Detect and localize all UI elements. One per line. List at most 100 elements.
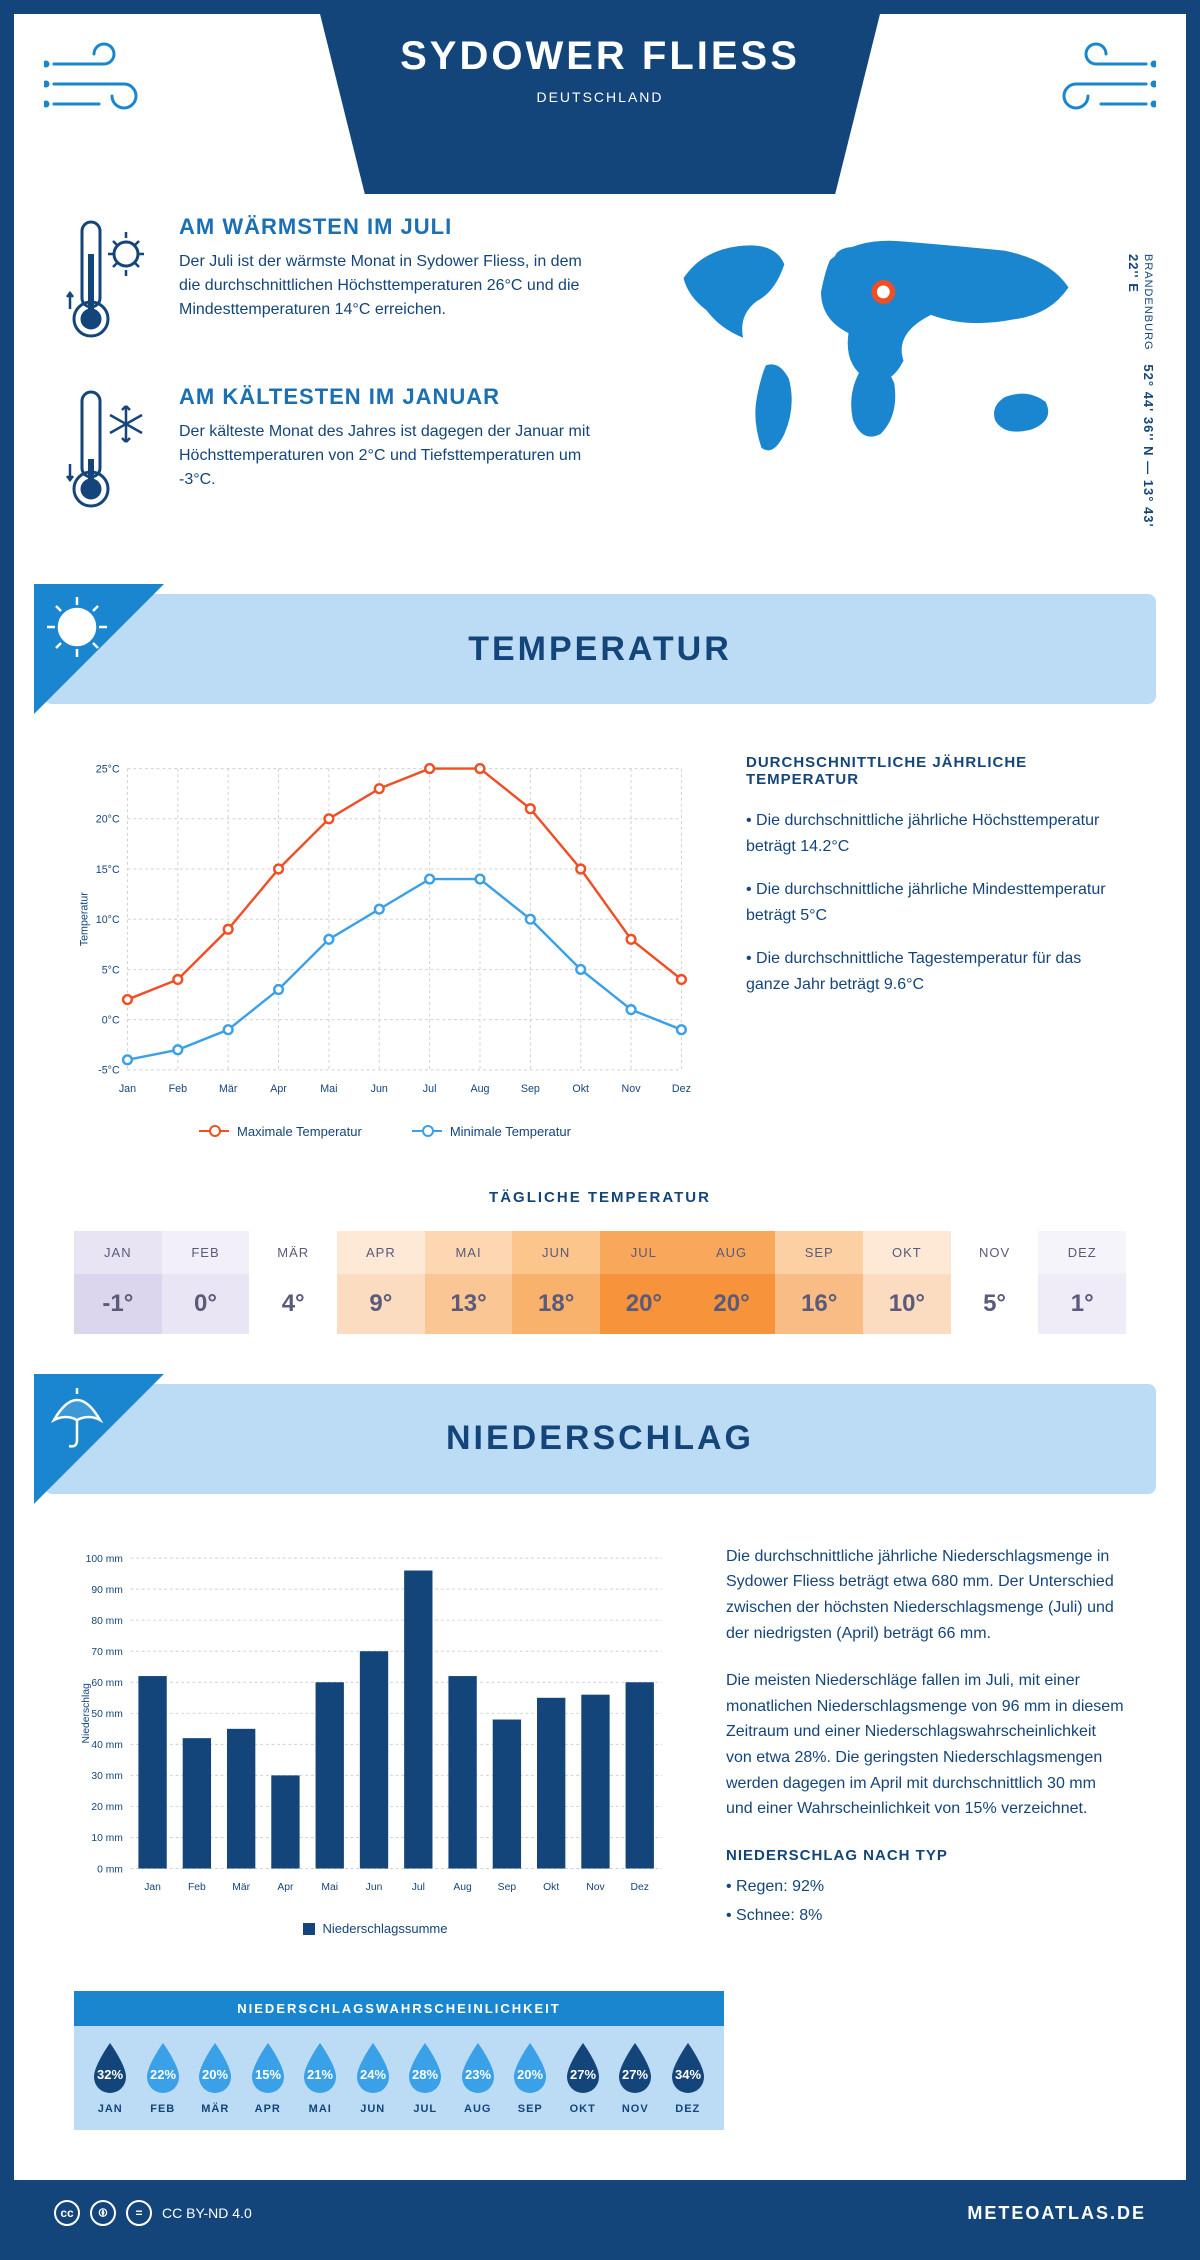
svg-text:Jul: Jul [423,1083,437,1095]
thermometer-hot-icon [64,214,154,349]
precip-drop: 27% NOV [614,2041,656,2115]
svg-text:Dez: Dez [631,1882,649,1893]
section-title: NIEDERSCHLAG [446,1419,754,1458]
svg-text:25°C: 25°C [96,763,120,775]
svg-text:Mai: Mai [320,1083,337,1095]
svg-text:24%: 24% [360,2067,386,2082]
svg-text:20°C: 20°C [96,814,120,826]
svg-text:23%: 23% [465,2067,491,2082]
nd-icon: = [126,2200,152,2226]
svg-text:21%: 21% [307,2067,333,2082]
svg-text:Aug: Aug [453,1882,472,1893]
svg-text:Sep: Sep [498,1882,517,1893]
svg-text:20%: 20% [202,2067,228,2082]
page-title: SYDOWER FLIESS [400,34,800,79]
svg-text:50 mm: 50 mm [91,1709,123,1720]
temp-cell: MAI 13° [425,1231,513,1334]
title-banner: SYDOWER FLIESS DEUTSCHLAND [320,14,880,194]
precip-chart-legend: Niederschlagssumme [74,1921,676,1936]
svg-text:Feb: Feb [169,1083,187,1095]
coldest-title: AM KÄLTESTEN IM JANUAR [179,384,599,410]
svg-text:Temperatur: Temperatur [79,892,91,946]
temp-cell: JUL 20° [600,1231,688,1334]
precip-drop: 32% JAN [89,2041,131,2115]
svg-text:22%: 22% [150,2067,176,2082]
precip-drop: 34% DEZ [667,2041,709,2115]
section-title: TEMPERATUR [468,630,732,669]
svg-text:10°C: 10°C [96,914,120,926]
temp-chart-legend: Maximale Temperatur Minimale Temperatur [74,1124,696,1139]
svg-text:100 mm: 100 mm [86,1554,123,1565]
svg-text:40 mm: 40 mm [91,1740,123,1751]
svg-text:Apr: Apr [277,1882,294,1893]
temp-cell: OKT 10° [863,1231,951,1334]
svg-text:Sep: Sep [521,1083,540,1095]
temp-cell: NOV 5° [951,1231,1039,1334]
svg-text:20 mm: 20 mm [91,1802,123,1813]
svg-text:Mai: Mai [321,1882,338,1893]
precip-drop: 22% FEB [142,2041,184,2115]
svg-text:Jul: Jul [412,1882,425,1893]
svg-text:10 mm: 10 mm [91,1833,123,1844]
world-map: BRANDENBURG 52° 44' 36'' N — 13° 43' 22'… [656,214,1136,554]
temp-cell: MÄR 4° [249,1231,337,1334]
umbrella-icon [34,1374,164,1504]
svg-text:-5°C: -5°C [98,1065,120,1077]
svg-text:60 mm: 60 mm [91,1678,123,1689]
by-icon: 🅯 [90,2200,116,2226]
svg-text:90 mm: 90 mm [91,1585,123,1596]
temp-cell: SEP 16° [775,1231,863,1334]
svg-text:Apr: Apr [270,1083,287,1095]
temperature-chart: -5°C0°C5°C10°C15°C20°C25°CJanFebMärAprMa… [74,754,696,1139]
precip-drop: 21% MAI [299,2041,341,2115]
svg-text:0 mm: 0 mm [97,1864,123,1875]
precipitation-facts: Die durchschnittliche jährliche Niedersc… [726,1544,1126,1951]
temp-cell: JUN 18° [512,1231,600,1334]
page-subtitle: DEUTSCHLAND [400,89,800,105]
temp-cell: AUG 20° [688,1231,776,1334]
svg-text:Aug: Aug [470,1083,489,1095]
thermometer-cold-icon [64,384,154,519]
svg-text:Jan: Jan [144,1882,161,1893]
daily-temperature-table: TÄGLICHE TEMPERATUR JAN -1° FEB 0° MÄR 4… [14,1169,1186,1384]
svg-text:70 mm: 70 mm [91,1647,123,1658]
svg-text:Okt: Okt [543,1882,559,1893]
svg-text:80 mm: 80 mm [91,1616,123,1627]
svg-text:Nov: Nov [622,1083,642,1095]
precip-drop: 20% MÄR [194,2041,236,2115]
temp-cell: FEB 0° [162,1231,250,1334]
svg-text:34%: 34% [675,2067,701,2082]
precip-drop: 28% JUL [404,2041,446,2115]
precip-drop: 20% SEP [509,2041,551,2115]
temperature-section-header: TEMPERATUR [44,594,1156,704]
precipitation-section-header: NIEDERSCHLAG [44,1384,1156,1494]
svg-text:Dez: Dez [672,1083,691,1095]
precip-drop: 24% JUN [352,2041,394,2115]
license: cc 🅯 = CC BY-ND 4.0 [54,2200,252,2226]
cc-icon: cc [54,2200,80,2226]
warmest-title: AM WÄRMSTEN IM JULI [179,214,599,240]
warmest-block: AM WÄRMSTEN IM JULI Der Juli ist der wär… [64,214,626,349]
svg-text:Okt: Okt [572,1083,589,1095]
svg-text:Feb: Feb [188,1882,206,1893]
header: SYDOWER FLIESS DEUTSCHLAND [14,14,1186,194]
svg-text:27%: 27% [622,2067,648,2082]
svg-text:Niederschlag: Niederschlag [81,1683,92,1744]
svg-text:15°C: 15°C [96,864,120,876]
temperature-facts: DURCHSCHNITTLICHE JÄHRLICHE TEMPERATUR •… [746,754,1126,1139]
precipitation-probability-box: NIEDERSCHLAGSWAHRSCHEINLICHKEIT 32% JAN … [74,1991,724,2130]
svg-text:Jan: Jan [119,1083,136,1095]
footer: cc 🅯 = CC BY-ND 4.0 METEOATLAS.DE [14,2180,1186,2246]
temp-cell: DEZ 1° [1038,1231,1126,1334]
warmest-text: Der Juli ist der wärmste Monat in Sydowe… [179,250,599,322]
svg-text:Nov: Nov [586,1882,605,1893]
wind-icon [1036,39,1156,129]
temp-cell: JAN -1° [74,1231,162,1334]
coldest-text: Der kälteste Monat des Jahres ist dagege… [179,420,599,492]
coldest-block: AM KÄLTESTEN IM JANUAR Der kälteste Mona… [64,384,626,519]
svg-text:15%: 15% [255,2067,281,2082]
svg-text:0°C: 0°C [102,1015,120,1027]
svg-text:28%: 28% [412,2067,438,2082]
svg-text:Mär: Mär [219,1083,238,1095]
wind-icon [44,39,164,129]
